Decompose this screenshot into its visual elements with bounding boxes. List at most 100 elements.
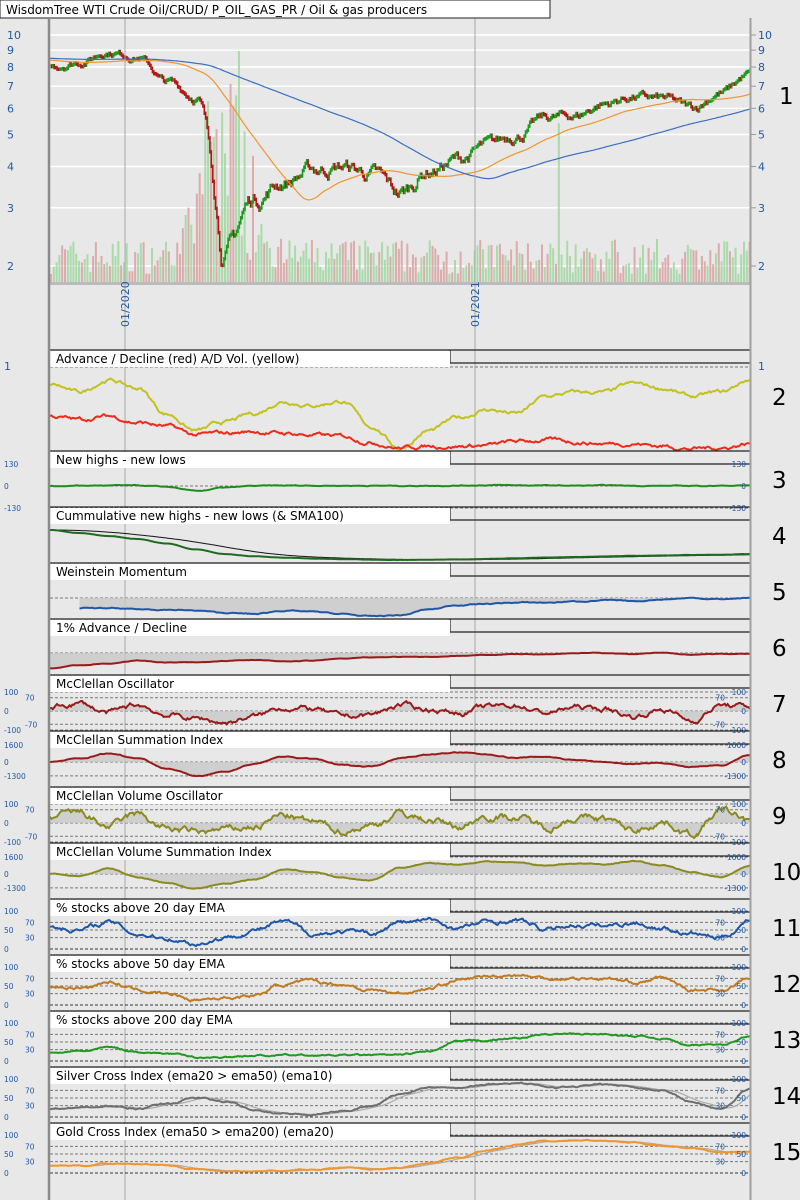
volume-bar: [232, 105, 235, 282]
volume-bar: [613, 239, 616, 282]
volume-bar: [414, 257, 417, 282]
series-line--above-20-ema: [49, 916, 751, 948]
panel-number: 5: [772, 580, 787, 606]
price-axis-label-right: 3: [758, 202, 765, 215]
volume-bar: [378, 251, 381, 282]
panel-number: 4: [772, 524, 787, 550]
volume-bar: [479, 240, 482, 282]
volume-bar: [106, 262, 109, 282]
volume-bar: [122, 262, 125, 282]
axis-label-left: 100: [4, 1131, 19, 1140]
price-axis-label-left: 7: [7, 80, 14, 93]
ema-line: [50, 1082, 751, 1116]
volume-bar: [532, 268, 535, 282]
volume-bar: [498, 243, 501, 282]
axis-label-left: 30: [25, 1046, 35, 1055]
volume-bar: [170, 264, 173, 282]
volume-bar: [658, 268, 661, 282]
price-axis-label-left: 10: [7, 29, 21, 42]
volume-bar: [131, 271, 134, 282]
volume-bar: [383, 259, 386, 282]
price-axis-label-left: 6: [7, 102, 14, 115]
axis-label-right: 1600: [727, 853, 746, 862]
volume-bar: [692, 250, 695, 282]
volume-bar: [597, 271, 600, 282]
series-line-nh-nl: [49, 483, 751, 492]
volume-bar: [428, 240, 431, 282]
axis-label-left: -130: [4, 504, 21, 513]
volume-bar: [344, 241, 347, 282]
axis-label-right: 0: [741, 1113, 746, 1122]
indicator-panel-6: [49, 618, 751, 670]
volume-bar: [310, 239, 313, 282]
axis-label-right: 100: [732, 963, 747, 972]
panel-title: McClellan Oscillator: [56, 677, 174, 691]
volume-bar: [740, 254, 743, 282]
axis-label-left: 100: [4, 907, 19, 916]
axis-label-right: 0: [741, 1001, 746, 1010]
panel-title-box: [50, 351, 450, 367]
volume-bar: [322, 270, 325, 282]
volume-bar: [190, 224, 193, 282]
series-line--above-200-ema: [49, 1032, 751, 1060]
price-axis-label-left: 3: [7, 202, 14, 215]
axis-label-right: 100: [732, 1019, 747, 1028]
volume-bar: [78, 260, 81, 282]
axis-label-right: 30: [715, 1102, 725, 1111]
panel-title: Gold Cross Index (ema50 > ema200) (ema20…: [56, 1125, 334, 1139]
axis-label-left: 130: [4, 460, 19, 469]
axis-label-right: 50: [736, 982, 746, 991]
panel-number: 13: [772, 1028, 800, 1054]
axis-label-right: -70: [713, 720, 725, 729]
volume-bar: [667, 254, 670, 282]
volume-bar: [257, 234, 260, 282]
axis-label-right: 0: [741, 945, 746, 954]
volume-bar: [434, 248, 437, 282]
axis-label-right: 30: [715, 1046, 725, 1055]
series-line-momentum: [79, 596, 750, 618]
axis-label-left: 100: [4, 1019, 19, 1028]
volume-bar: [89, 271, 92, 282]
axis-label-left: 0: [4, 870, 9, 879]
panel-title-box: [50, 452, 450, 468]
volume-bar: [650, 259, 653, 282]
volume-bar: [462, 267, 465, 282]
volume-bar: [468, 262, 471, 282]
volume-bar: [52, 266, 55, 282]
axis-label-left: 0: [4, 1113, 9, 1122]
volume-bar: [291, 257, 294, 282]
series-line-volume-oscillator: [49, 805, 751, 840]
axis-label-left: 100: [4, 963, 19, 972]
axis-label-right: 30: [715, 934, 725, 943]
panel-title: Silver Cross Index (ema20 > ema50) (ema1…: [56, 1069, 332, 1083]
volume-bar: [420, 257, 423, 282]
panel-title-box: [50, 1124, 450, 1140]
volume-bar: [563, 267, 566, 282]
indicator-panel-7: [49, 674, 751, 731]
volume-bar: [616, 252, 619, 282]
axis-label-right: 0: [741, 1169, 746, 1178]
volume-bar: [353, 240, 356, 282]
series-line-silver-cross: [49, 1081, 751, 1117]
volume-bar: [367, 246, 370, 282]
volume-bar: [333, 258, 336, 282]
volume-bar: [271, 266, 274, 282]
panel-title: McClellan Volume Summation Index: [56, 845, 272, 859]
volume-bar: [583, 251, 586, 282]
axis-label-right: 0: [741, 707, 746, 716]
volume-bar: [647, 247, 650, 282]
volume-bar: [136, 253, 139, 282]
volume-bar: [240, 235, 243, 282]
volume-bar: [664, 257, 667, 282]
panel-title-box: [50, 732, 450, 748]
price-panel-bottom: [50, 282, 750, 285]
price-axis-label-right: 4: [758, 161, 765, 174]
volume-bar: [594, 254, 597, 282]
axis-label-right: 50: [736, 1038, 746, 1047]
price-axis-label-left: 4: [7, 161, 14, 174]
volume-bar: [324, 251, 327, 282]
panel-title-box: [50, 1068, 450, 1084]
indicator-panel-15: [49, 1122, 751, 1174]
indicator-panel-2: [49, 349, 751, 452]
